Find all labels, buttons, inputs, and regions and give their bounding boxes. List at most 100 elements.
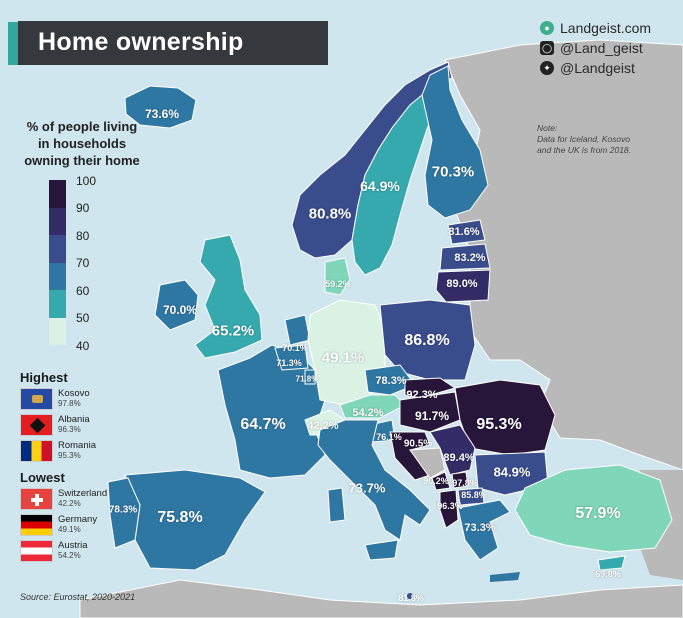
data-note: Note: Data for Iceland, Kosovo and the U… bbox=[537, 123, 632, 155]
label-spain: 75.8% bbox=[157, 509, 203, 526]
label-cyprus: 69.8% bbox=[595, 569, 621, 579]
rank-value: 95.3% bbox=[58, 451, 81, 460]
legend-swatch-70-80 bbox=[49, 235, 66, 263]
instagram-icon: ◯ bbox=[540, 41, 554, 55]
lowest-item-germany: Germany 49.1% bbox=[20, 514, 97, 536]
land-grey-africa bbox=[79, 579, 683, 618]
rank-value: 97.8% bbox=[58, 399, 81, 408]
country-denmark bbox=[324, 257, 351, 296]
brand-instagram-label: @Land_geist bbox=[560, 40, 643, 56]
country-latvia bbox=[439, 243, 491, 271]
country-albania bbox=[439, 489, 459, 529]
title-accent-bar bbox=[8, 22, 18, 65]
country-greece bbox=[457, 499, 511, 561]
rank-name: Germany bbox=[58, 514, 98, 525]
label-poland: 86.8% bbox=[404, 332, 450, 349]
country-france bbox=[217, 344, 326, 479]
label-czechia: 78.3% bbox=[375, 375, 407, 387]
rank-name: Austria bbox=[58, 540, 88, 551]
country-czechia bbox=[364, 364, 416, 396]
legend-tick: 100 bbox=[76, 174, 97, 188]
kosovo-flag bbox=[20, 388, 53, 410]
legend-swatch-60-70 bbox=[49, 262, 66, 290]
legend-title: % of people living in households owning … bbox=[24, 119, 140, 168]
country-greece-crete bbox=[490, 572, 520, 582]
label-slovakia: 92.3% bbox=[406, 389, 438, 401]
rank-value: 96.3% bbox=[58, 425, 81, 434]
country-poland bbox=[379, 299, 476, 381]
rank-value: 54.2% bbox=[58, 551, 81, 560]
legend-tick: 50 bbox=[76, 311, 90, 325]
country-portugal bbox=[107, 477, 141, 549]
label-netherlands: 70.1% bbox=[282, 343, 308, 353]
rank-value: 42.2% bbox=[58, 499, 81, 508]
legend-swatch-50-60 bbox=[49, 290, 66, 318]
label-germany: 49.1% bbox=[321, 349, 365, 367]
country-sweden bbox=[351, 94, 431, 276]
legend-swatch-80-90 bbox=[49, 207, 66, 235]
switzerland-flag bbox=[20, 488, 53, 510]
legend-color-scale bbox=[49, 180, 66, 345]
country-iceland bbox=[124, 85, 197, 129]
label-malta: 81.8% bbox=[398, 593, 424, 603]
label-serbia: 89.4% bbox=[443, 452, 475, 464]
twitter-icon: ✦ bbox=[540, 61, 554, 75]
brand-site-label: Landgeist.com bbox=[560, 20, 652, 36]
legend-tick: 70 bbox=[76, 256, 90, 270]
label-italy: 73.7% bbox=[348, 480, 386, 496]
austria-flag bbox=[20, 540, 53, 562]
label-switzerland: 42.2% bbox=[307, 420, 339, 432]
country-italy bbox=[317, 419, 431, 541]
country-montenegro bbox=[431, 471, 451, 491]
rank-name: Albania bbox=[58, 414, 90, 425]
highest-item-romania: Romania 95.3% bbox=[20, 440, 96, 462]
country-hungary bbox=[399, 391, 461, 433]
label-luxembourg: 71.8% bbox=[295, 374, 319, 384]
germany-flag bbox=[20, 514, 53, 536]
label-latvia: 83.2% bbox=[454, 252, 486, 264]
label-north-macedonia: 85.8% bbox=[461, 490, 487, 500]
label-france: 64.7% bbox=[240, 416, 286, 433]
albania-flag bbox=[20, 414, 53, 436]
label-turkey: 57.9% bbox=[575, 505, 621, 522]
label-hungary: 91.7% bbox=[414, 409, 450, 423]
country-netherlands bbox=[284, 314, 311, 346]
label-denmark: 59.2% bbox=[325, 279, 351, 289]
legend-tick: 60 bbox=[76, 284, 90, 298]
country-uk bbox=[194, 234, 263, 359]
country-estonia bbox=[447, 219, 486, 245]
label-bulgaria: 84.9% bbox=[493, 464, 531, 480]
highest-item-albania: Albania 96.3% bbox=[20, 414, 90, 436]
label-sweden: 64.9% bbox=[360, 178, 400, 194]
label-albania: 96.3% bbox=[437, 501, 463, 511]
label-norway: 80.8% bbox=[308, 205, 352, 223]
label-greece: 73.3% bbox=[464, 522, 496, 534]
rank-name: Kosovo bbox=[58, 388, 90, 399]
country-malta bbox=[407, 593, 413, 599]
legend-tick: 90 bbox=[76, 201, 90, 215]
brand-instagram[interactable]: ◯ @Land_geist bbox=[540, 40, 643, 56]
legend-tick: 40 bbox=[76, 339, 90, 353]
label-ireland: 70.0% bbox=[162, 303, 198, 317]
landgeist-logo-icon: ● bbox=[540, 21, 554, 35]
country-finland bbox=[421, 65, 489, 219]
label-uk: 65.2% bbox=[211, 322, 255, 340]
label-montenegro: 90.2% bbox=[423, 476, 449, 486]
source-credit: Source: Eurostat, 2020-2021 bbox=[20, 592, 136, 602]
country-luxembourg bbox=[304, 369, 316, 385]
label-belgium: 71.3% bbox=[276, 358, 302, 368]
lowest-item-austria: Austria 54.2% bbox=[20, 540, 88, 562]
country-bosnia-nodata bbox=[409, 447, 446, 479]
legend-swatch-40-50 bbox=[49, 317, 66, 345]
country-italy-sicily bbox=[364, 539, 399, 561]
label-slovenia: 76.1% bbox=[376, 432, 402, 442]
country-slovakia bbox=[404, 377, 457, 399]
label-austria: 54.2% bbox=[352, 407, 384, 419]
label-croatia: 90.5% bbox=[403, 438, 433, 450]
highest-item-kosovo: Kosovo 97.8% bbox=[20, 388, 90, 410]
brand-site[interactable]: ● Landgeist.com bbox=[540, 20, 651, 36]
country-italy-sardinia bbox=[327, 487, 346, 523]
brand-twitter[interactable]: ✦ @Landgeist bbox=[540, 60, 635, 76]
